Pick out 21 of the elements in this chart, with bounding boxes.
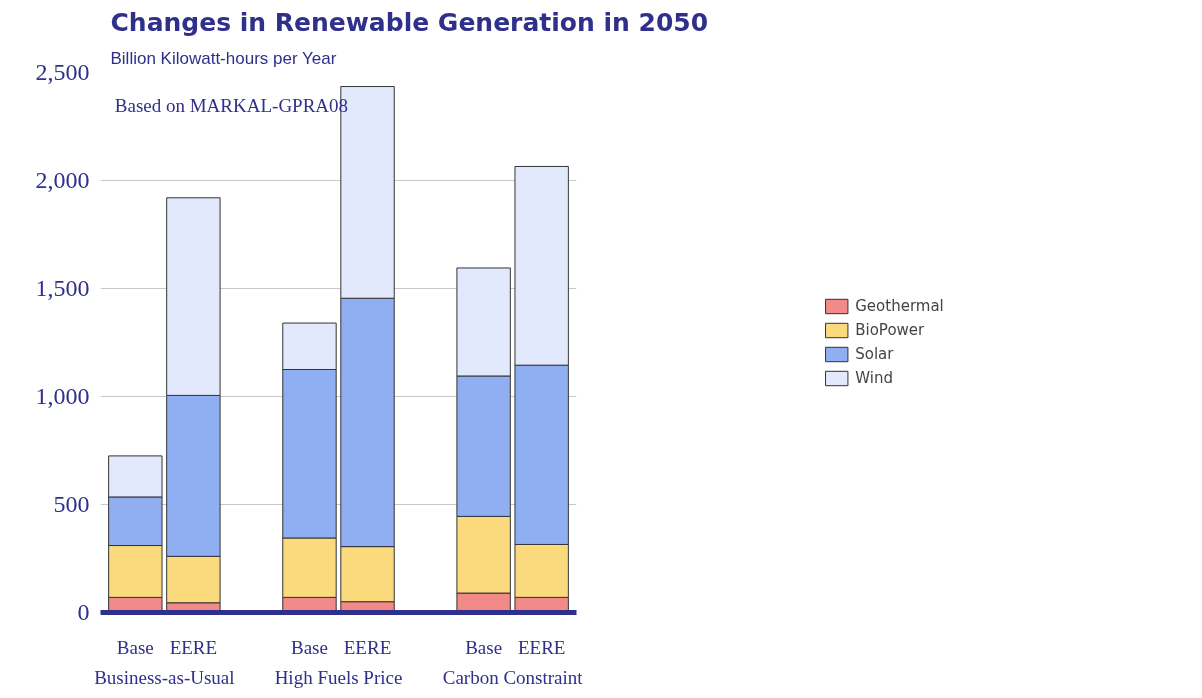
x-tick-label: Base [116, 636, 154, 658]
y-tick-label: 2,000 [35, 167, 90, 193]
text: High Fuels Price [274, 666, 403, 688]
x-tick-label: Base [291, 636, 328, 658]
x-tick-label: Base [465, 636, 503, 658]
y-tick-label: 1,000 [35, 383, 90, 409]
text: Carbon Constraint [442, 666, 584, 688]
y-tick-label: 2,500 [35, 59, 90, 85]
y-tick-label: 500 [53, 491, 90, 517]
chart-title: Changes in Renewable Generation in 2050 [110, 7, 709, 37]
x-tick-label: EERE [343, 636, 392, 658]
y-tick-label: 0 [77, 599, 90, 625]
legend-label: Solar [855, 345, 894, 363]
legend-label: Wind [855, 369, 893, 387]
legend-label: BioPower [855, 321, 925, 339]
chart-subtitle: Billion Kilowatt-hours per Year [110, 48, 337, 68]
x-tick-label: EERE [169, 636, 218, 658]
y-tick-label: 1,500 [35, 275, 90, 301]
text: Business-as-Usual [94, 666, 235, 688]
legend-label: Geothermal [855, 297, 944, 315]
x-tick-label: EERE [517, 636, 566, 658]
